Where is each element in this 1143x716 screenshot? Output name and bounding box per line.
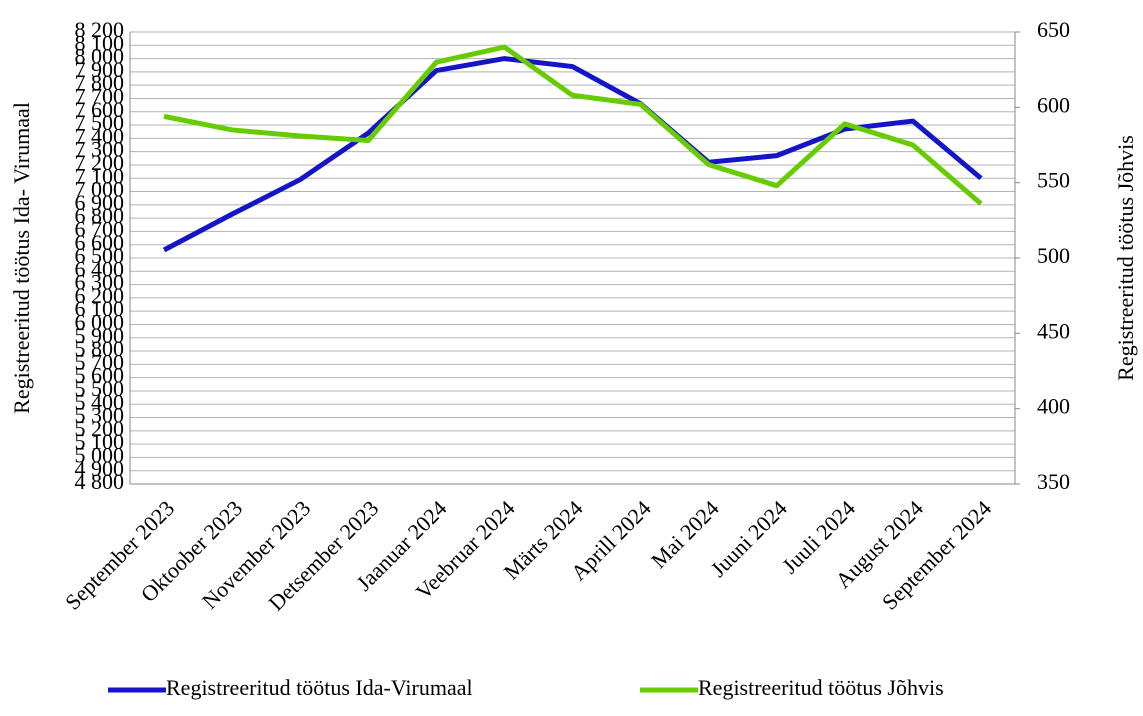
y-tick-label: 5 900	[75, 323, 125, 348]
y-tick-label: 7 000	[75, 177, 125, 202]
series-line	[162, 56, 983, 253]
y-tick-label: 6 700	[75, 216, 125, 241]
y-tick-label: 5 300	[75, 403, 125, 428]
y-tick-label: 7 600	[75, 97, 125, 122]
series-line	[163, 44, 983, 206]
y-tick-label: 7 800	[75, 70, 125, 95]
y-tick-label: 5 800	[75, 336, 125, 361]
y-tick-label: 6 400	[75, 256, 125, 281]
y2-tick-label: 650	[1037, 17, 1070, 42]
y-axis-title: Registreeritud töötus Ida- Virumaal	[9, 102, 34, 414]
y-tick-label: 6 900	[75, 190, 125, 215]
y2-axis-title: Registreeritud töötus Jõhvis	[1113, 135, 1138, 381]
y-tick-label: 7 300	[75, 137, 125, 162]
y2-tick-label: 450	[1037, 318, 1070, 343]
y-tick-label: 5 700	[75, 349, 125, 374]
y-tick-label: 5 500	[75, 376, 125, 401]
y-tick-label: 6 800	[75, 203, 125, 228]
y-tick-label: 7 900	[75, 57, 125, 82]
y-tick-label: 7 200	[75, 150, 125, 175]
y-tick-label: 8 000	[75, 44, 125, 69]
y-tick-label: 6 200	[75, 283, 125, 308]
y-tick-label: 4 800	[75, 469, 125, 494]
y-tick-label: 7 100	[75, 163, 125, 188]
y2-tick-label: 400	[1037, 394, 1070, 419]
y-tick-label: 7 400	[75, 123, 125, 148]
y-tick-label: 8 100	[75, 30, 125, 55]
y2-tick-label: 350	[1037, 469, 1070, 494]
y-tick-label: 7 500	[75, 110, 125, 135]
y-tick-label: 5 400	[75, 389, 125, 414]
legend-label: Registreeritud töötus Ida-Virumaal	[166, 675, 473, 700]
y-tick-label: 5 100	[75, 429, 125, 454]
y-tick-label: 4 900	[75, 456, 125, 481]
legend-label: Registreeritud töötus Jõhvis	[698, 675, 944, 700]
y-tick-label: 6 100	[75, 296, 125, 321]
y-tick-label: 6 600	[75, 230, 125, 255]
y-tick-label: 6 000	[75, 310, 125, 335]
y2-tick-label: 550	[1037, 168, 1070, 193]
y2-tick-label: 500	[1037, 243, 1070, 268]
y-tick-label: 6 500	[75, 243, 125, 268]
y-tick-label: 5 000	[75, 442, 125, 467]
y-tick-label: 7 700	[75, 84, 125, 109]
y-tick-label: 8 200	[75, 17, 125, 42]
y-tick-label: 6 300	[75, 270, 125, 295]
y2-tick-label: 600	[1037, 92, 1070, 117]
y-tick-label: 5 200	[75, 416, 125, 441]
y-tick-label: 5 600	[75, 363, 125, 388]
